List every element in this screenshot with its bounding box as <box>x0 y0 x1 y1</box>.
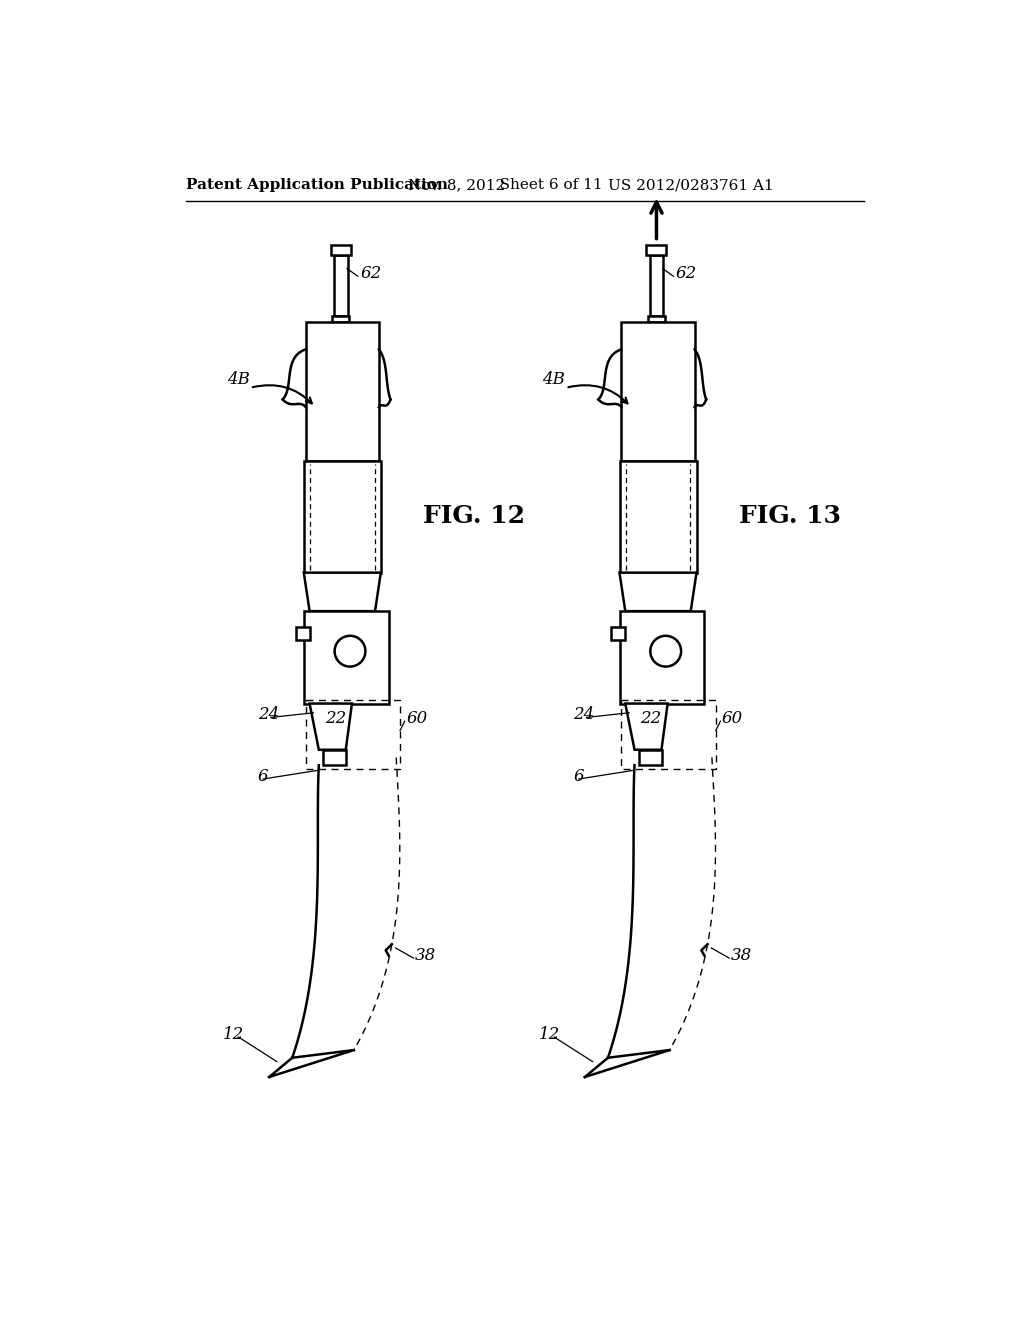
Polygon shape <box>309 704 352 750</box>
Bar <box>611 627 626 640</box>
Text: 22: 22 <box>325 710 346 727</box>
Text: 60: 60 <box>407 710 427 727</box>
Text: 62: 62 <box>676 265 697 281</box>
Bar <box>620 461 696 573</box>
Text: 6: 6 <box>573 767 584 784</box>
Bar <box>622 322 694 461</box>
Bar <box>331 246 351 255</box>
Polygon shape <box>620 573 696 611</box>
Text: 38: 38 <box>415 946 436 964</box>
Bar <box>333 317 349 322</box>
Text: 24: 24 <box>573 706 595 723</box>
Text: 4B: 4B <box>543 371 565 388</box>
Bar <box>649 255 664 317</box>
Bar <box>304 461 381 573</box>
Text: Nov. 8, 2012: Nov. 8, 2012 <box>408 178 505 193</box>
Text: Sheet 6 of 11: Sheet 6 of 11 <box>484 178 602 193</box>
Bar <box>323 750 346 766</box>
Bar <box>296 627 309 640</box>
Text: US 2012/0283761 A1: US 2012/0283761 A1 <box>608 178 774 193</box>
Bar <box>646 246 667 255</box>
Polygon shape <box>304 573 381 611</box>
Text: 12: 12 <box>223 1026 244 1043</box>
Text: 22: 22 <box>640 710 662 727</box>
Text: 12: 12 <box>539 1026 560 1043</box>
Bar <box>304 611 388 704</box>
Text: FIG. 12: FIG. 12 <box>423 504 525 528</box>
Text: 60: 60 <box>722 710 743 727</box>
Text: 62: 62 <box>360 265 381 281</box>
Bar <box>639 750 662 766</box>
Text: 6: 6 <box>258 767 268 784</box>
Bar <box>620 611 705 704</box>
Text: 4B: 4B <box>226 371 250 388</box>
Bar <box>648 317 665 322</box>
Bar <box>306 322 379 461</box>
Text: 24: 24 <box>258 706 279 723</box>
Text: Patent Application Publication: Patent Application Publication <box>186 178 449 193</box>
Polygon shape <box>626 704 668 750</box>
Text: FIG. 13: FIG. 13 <box>739 504 841 528</box>
Bar <box>334 255 348 317</box>
Text: 38: 38 <box>731 946 752 964</box>
